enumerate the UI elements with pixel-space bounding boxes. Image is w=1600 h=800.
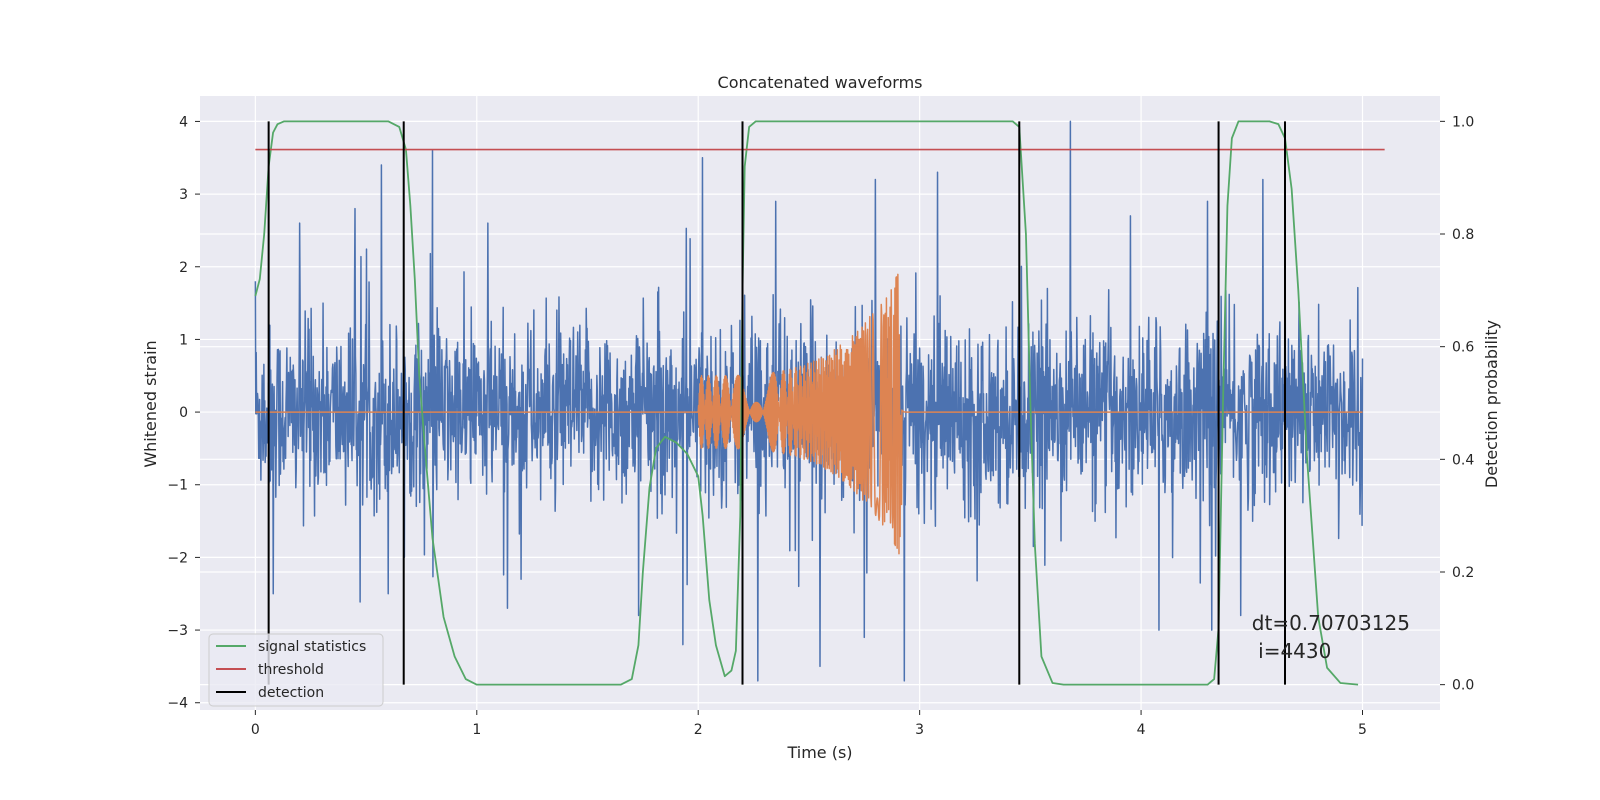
x-tick-label-3: 3 (915, 722, 924, 738)
y-axis-label: Whitened strain (141, 340, 160, 467)
legend: signal statistics threshold detection (208, 633, 384, 707)
x-tick-label-4: 4 (1137, 722, 1146, 738)
y-right-tick-label-4: 0.8 (1452, 227, 1474, 243)
annotation-dt: dt=0.70703125 (1252, 611, 1410, 635)
legend-label-signal-statistics: signal statistics (258, 639, 366, 655)
y-axis-right-label: Detection probability (1482, 320, 1501, 488)
x-tick-label-1: 1 (472, 722, 481, 738)
legend-label-threshold: threshold (258, 662, 324, 678)
y-tick-label-5: 1 (179, 332, 188, 348)
y-tick-label-4: 0 (179, 405, 188, 421)
chart-title: Concatenated waveforms (718, 73, 923, 92)
y-right-tick-label-0: 0.0 (1452, 678, 1474, 694)
y-right-tick-label-2: 0.4 (1452, 452, 1474, 468)
legend-label-detection: detection (258, 685, 324, 701)
x-axis-label: Time (s) (786, 743, 852, 762)
x-tick-label-5: 5 (1358, 722, 1367, 738)
y-tick-label-3: −1 (167, 478, 188, 494)
tick-labels: 0 1 2 3 4 5 −4 −3 −2 −1 0 1 2 3 4 0.0 0.2 0.4 0.6 0.8 1.0 (167, 114, 1474, 738)
waveform-line (254, 273, 1363, 555)
y-tick-label-1: −3 (167, 623, 188, 639)
annotation-index: i=4430 (1252, 639, 1332, 663)
y-tick-label-2: −2 (167, 550, 188, 566)
y-tick-label-6: 2 (179, 260, 188, 276)
y-right-tick-label-3: 0.6 (1452, 340, 1474, 356)
signal-statistics-line (254, 120, 1359, 686)
y-tick-label-8: 4 (179, 114, 188, 130)
series-layer (254, 120, 1385, 686)
x-tick-label-2: 2 (694, 722, 703, 738)
y-tick-label-0: −4 (167, 696, 188, 712)
y-right-tick-label-1: 0.2 (1452, 565, 1474, 581)
legend-box (208, 633, 384, 707)
x-tick-label-0: 0 (251, 722, 260, 738)
y-right-tick-label-5: 1.0 (1452, 114, 1474, 130)
y-tick-label-7: 3 (179, 187, 188, 203)
